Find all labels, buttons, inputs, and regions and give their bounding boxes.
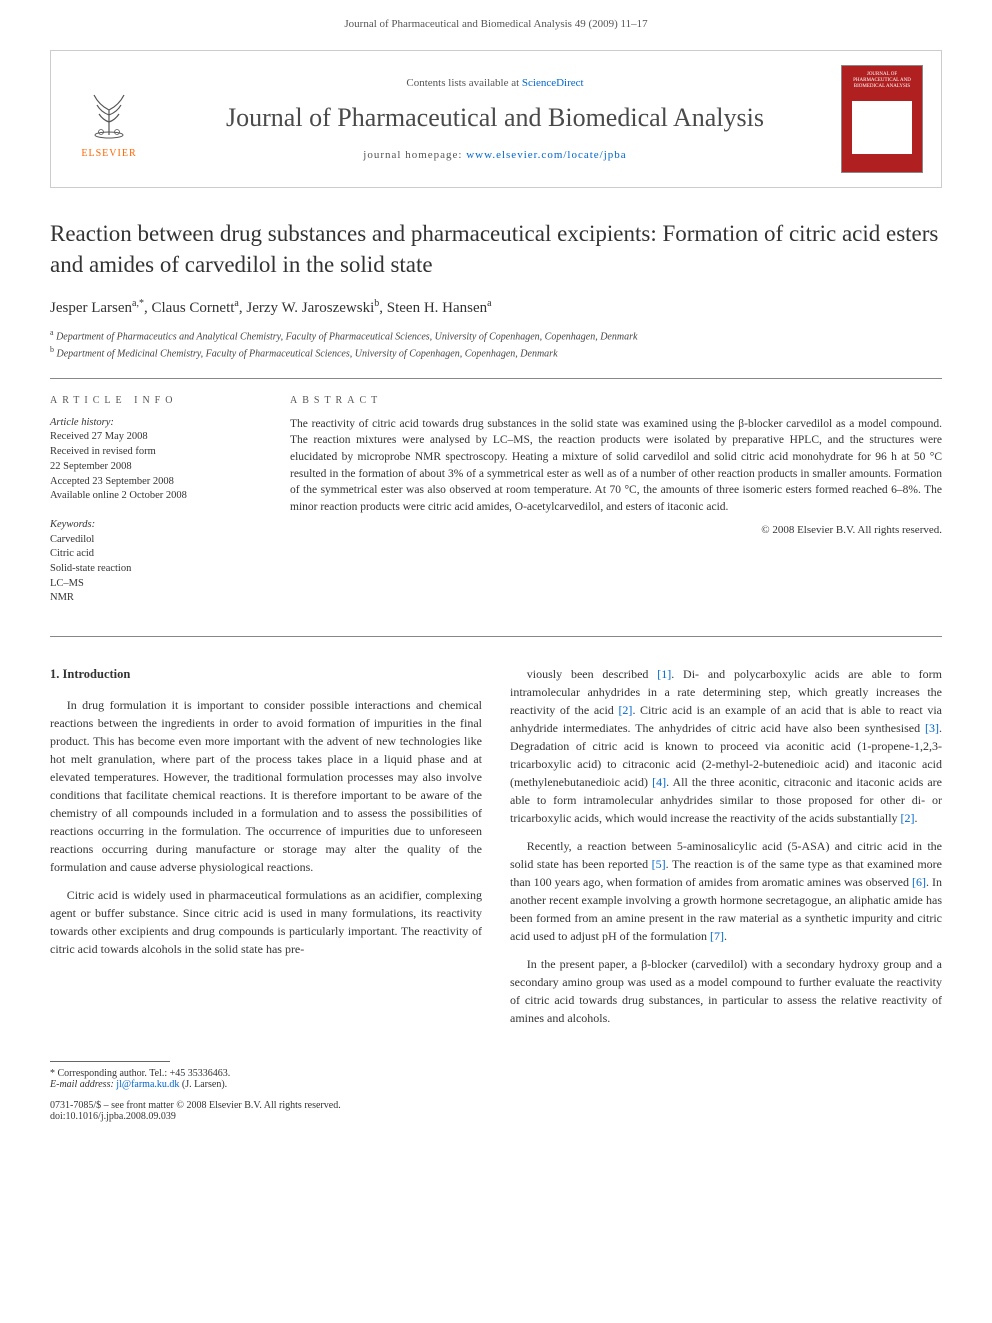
publisher-block: ELSEVIER — [69, 80, 149, 159]
keyword: Solid-state reaction — [50, 562, 260, 577]
body-paragraph: Citric acid is widely used in pharmaceut… — [50, 886, 482, 958]
homepage-prefix: journal homepage: — [363, 149, 466, 161]
article-title: Reaction between drug substances and pha… — [50, 218, 942, 280]
cover-inner — [852, 101, 912, 154]
history-line: 22 September 2008 — [50, 460, 260, 475]
history-label: Article history: — [50, 416, 260, 431]
abstract-column: abstract The reactivity of citric acid t… — [290, 395, 942, 620]
issn-copyright: 0731-7085/$ – see front matter © 2008 El… — [50, 1100, 341, 1122]
body-paragraph: viously been described [1]. Di- and poly… — [510, 665, 942, 827]
citation-ref[interactable]: [3] — [925, 721, 939, 735]
citation-ref[interactable]: [6] — [912, 875, 926, 889]
history-line: Received 27 May 2008 — [50, 430, 260, 445]
email-line: E-mail address: jl@farma.ku.dk (J. Larse… — [50, 1079, 942, 1090]
affiliations: a Department of Pharmaceutics and Analyt… — [50, 327, 942, 362]
column-left: 1. Introduction In drug formulation it i… — [50, 665, 482, 1037]
abstract-text: The reactivity of citric acid towards dr… — [290, 416, 942, 516]
homepage-line: journal homepage: www.elsevier.com/locat… — [159, 149, 831, 161]
contents-prefix: Contents lists available at — [406, 77, 521, 89]
keywords-label: Keywords: — [50, 518, 260, 533]
journal-name: Journal of Pharmaceutical and Biomedical… — [159, 103, 831, 133]
keyword: LC–MS — [50, 577, 260, 592]
keyword: Citric acid — [50, 547, 260, 562]
doi-line: doi:10.1016/j.jpba.2008.09.039 — [50, 1111, 341, 1122]
author-list: Jesper Larsena,*, Claus Cornetta, Jerzy … — [50, 298, 942, 317]
email-name: (J. Larsen). — [179, 1079, 227, 1090]
history-line: Available online 2 October 2008 — [50, 489, 260, 504]
affiliation: b Department of Medicinal Chemistry, Fac… — [50, 344, 942, 361]
citation-ref[interactable]: [2] — [901, 811, 915, 825]
author: Steen H. Hansena — [387, 300, 492, 316]
abstract-copyright: © 2008 Elsevier B.V. All rights reserved… — [290, 524, 942, 536]
corresponding-author: * Corresponding author. Tel.: +45 353364… — [50, 1068, 942, 1079]
article-info-column: article info Article history: Received 2… — [50, 395, 260, 620]
footer-block: * Corresponding author. Tel.: +45 353364… — [50, 1061, 942, 1122]
citation-ref[interactable]: [4] — [652, 775, 666, 789]
banner-center: Contents lists available at ScienceDirec… — [149, 77, 841, 161]
footer-bottom-row: 0731-7085/$ – see front matter © 2008 El… — [50, 1100, 942, 1122]
body-paragraph: In the present paper, a β-blocker (carve… — [510, 955, 942, 1027]
citation-ref[interactable]: [1] — [657, 667, 671, 681]
elsevier-tree-logo — [79, 80, 139, 140]
journal-banner: ELSEVIER Contents lists available at Sci… — [50, 50, 942, 188]
body-paragraph: Recently, a reaction between 5-aminosali… — [510, 837, 942, 945]
sciencedirect-link[interactable]: ScienceDirect — [522, 77, 584, 89]
citation-ref[interactable]: [7] — [710, 929, 724, 943]
publisher-name: ELSEVIER — [69, 148, 149, 159]
divider-top — [50, 378, 942, 379]
contents-line: Contents lists available at ScienceDirec… — [159, 77, 831, 89]
history-line: Accepted 23 September 2008 — [50, 475, 260, 490]
email-link[interactable]: jl@farma.ku.dk — [116, 1079, 179, 1090]
history-line: Received in revised form — [50, 445, 260, 460]
homepage-link[interactable]: www.elsevier.com/locate/jpba — [466, 149, 626, 161]
body-paragraph: In drug formulation it is important to c… — [50, 696, 482, 876]
abstract-heading: abstract — [290, 395, 942, 406]
divider-bottom — [50, 636, 942, 637]
author: Jesper Larsena,* — [50, 300, 144, 316]
body-columns: 1. Introduction In drug formulation it i… — [50, 665, 942, 1037]
citation-ref[interactable]: [5] — [652, 857, 666, 871]
citation-ref[interactable]: [2] — [618, 703, 632, 717]
info-abstract-row: article info Article history: Received 2… — [50, 395, 942, 620]
email-label: E-mail address: — [50, 1079, 116, 1090]
author: Jerzy W. Jaroszewskib — [246, 300, 379, 316]
author: Claus Cornetta — [152, 300, 239, 316]
keyword: NMR — [50, 591, 260, 606]
article-history: Article history: Received 27 May 2008Rec… — [50, 416, 260, 504]
article-info-heading: article info — [50, 395, 260, 406]
keywords-block: Keywords: CarvedilolCitric acidSolid-sta… — [50, 518, 260, 606]
issn-line: 0731-7085/$ – see front matter © 2008 El… — [50, 1100, 341, 1111]
running-header: Journal of Pharmaceutical and Biomedical… — [0, 0, 992, 40]
footer-divider — [50, 1061, 170, 1062]
journal-cover-thumb: JOURNAL OF PHARMACEUTICAL AND BIOMEDICAL… — [841, 65, 923, 173]
section-heading-intro: 1. Introduction — [50, 665, 482, 684]
column-right: viously been described [1]. Di- and poly… — [510, 665, 942, 1037]
cover-title: JOURNAL OF PHARMACEUTICAL AND BIOMEDICAL… — [842, 66, 922, 96]
affiliation: a Department of Pharmaceutics and Analyt… — [50, 327, 942, 344]
keyword: Carvedilol — [50, 533, 260, 548]
